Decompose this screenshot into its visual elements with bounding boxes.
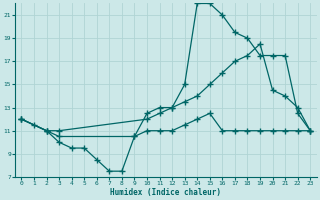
X-axis label: Humidex (Indice chaleur): Humidex (Indice chaleur)	[110, 188, 221, 197]
